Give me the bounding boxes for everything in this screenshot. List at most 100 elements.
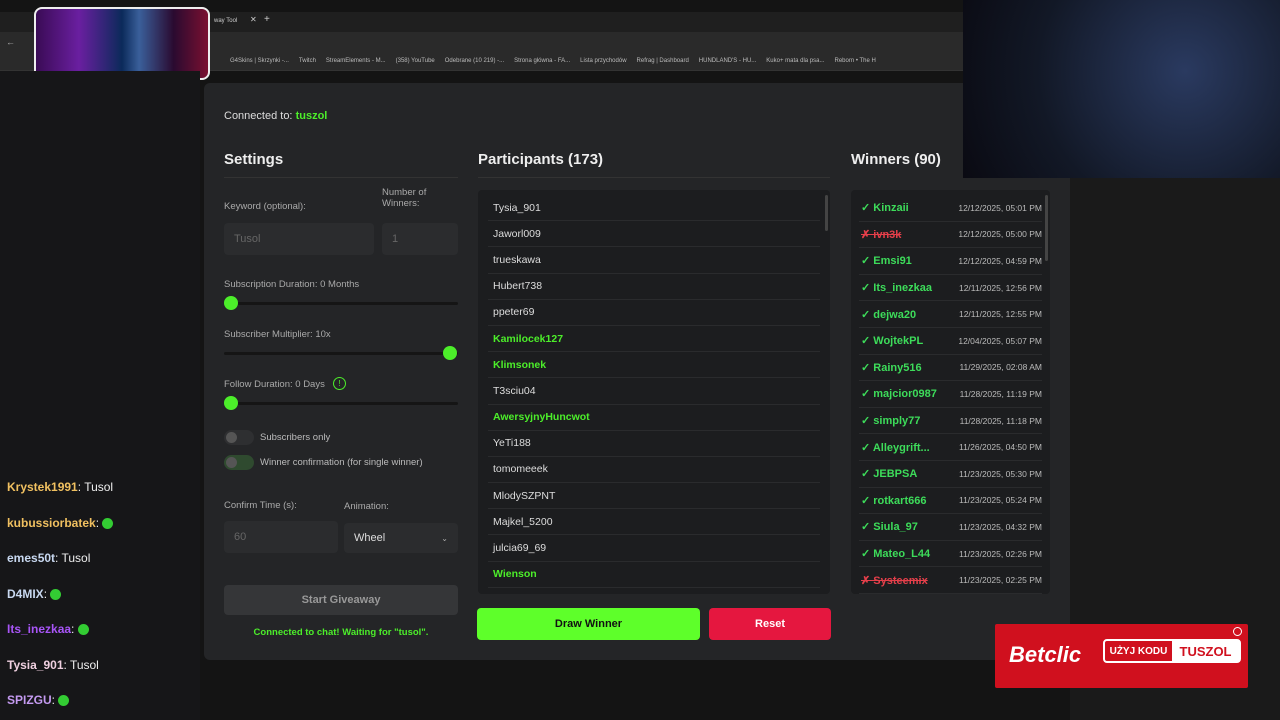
bookmark[interactable]: Refrag | Dashboard: [636, 58, 689, 64]
slider-handle[interactable]: [443, 346, 457, 360]
address-bar[interactable]: ←: [0, 32, 963, 52]
slider-handle[interactable]: [224, 396, 238, 410]
bookmark[interactable]: (358) YouTube: [395, 58, 435, 64]
winner-row[interactable]: ✓ Siula_97 11/23/2025, 04:32 PM: [859, 514, 1042, 541]
keyword-label: Keyword (optional):: [224, 201, 306, 212]
chat-separator: :: [55, 551, 62, 565]
keyword-input[interactable]: Tusol: [224, 223, 374, 255]
chat-text: Tusol: [61, 551, 91, 565]
winner-name: ✓ Emsi91: [861, 255, 912, 268]
sub-duration-slider[interactable]: [224, 302, 458, 305]
connection-status: Connected to: tuszol: [224, 110, 327, 122]
subscribers-only-label: Subscribers only: [260, 432, 331, 443]
bookmark[interactable]: Odebrane (10 219) -...: [444, 58, 505, 64]
winner-row[interactable]: ✓ rotkart666 11/23/2025, 05:24 PM: [859, 488, 1042, 515]
participant-row[interactable]: Hubert738: [488, 274, 820, 300]
winner-row[interactable]: ✗ Systeemix 11/23/2025, 02:25 PM: [859, 567, 1042, 594]
chat-message: Tysia_901: Tusol: [7, 658, 99, 672]
chat-username[interactable]: emes50t: [7, 551, 56, 565]
winner-name: ✓ Alleygrift...: [861, 441, 930, 454]
participant-row[interactable]: Majkel_5200: [488, 509, 820, 536]
participant-row[interactable]: julcia69_69: [488, 535, 820, 562]
chat-username[interactable]: kubussiorbatek: [7, 515, 96, 530]
browser-tab-bar: [0, 12, 963, 32]
start-giveaway-button[interactable]: Start Giveaway: [224, 585, 458, 615]
chat-username[interactable]: Its_inezkaa: [7, 622, 72, 636]
participant-row[interactable]: Kamilocek127: [488, 326, 820, 353]
winner-row[interactable]: ✓ WojtekPL 12/04/2025, 05:07 PM: [859, 328, 1042, 355]
participant-row[interactable]: Wienson: [488, 562, 820, 588]
close-tab-icon[interactable]: ✕: [250, 15, 257, 24]
participant-row[interactable]: tomomeeek: [488, 457, 820, 484]
participant-row[interactable]: T3sciu04: [488, 378, 820, 405]
participants-list[interactable]: Tysia_901 Jaworl009 trueskawa Hubert738 ppet…: [478, 190, 830, 594]
new-tab-icon[interactable]: +: [264, 14, 270, 25]
multiplier-slider[interactable]: [224, 352, 458, 355]
participant-row[interactable]: MlodySZPNT: [488, 483, 820, 510]
winner-row[interactable]: ✓ Mateo_L44 11/23/2025, 02:26 PM: [859, 541, 1042, 568]
giveaway-app: Connected to: tuszol Settings Keyword (o…: [204, 83, 1070, 660]
winner-date: 11/23/2025, 02:25 PM: [958, 575, 1042, 586]
winner-name: ✓ JEBPSA: [861, 468, 918, 481]
settings-title: Settings: [224, 151, 284, 168]
draw-winner-button[interactable]: Draw Winner: [477, 608, 700, 640]
winner-row[interactable]: ✓ Kinzaii 12/12/2025, 05:01 PM: [859, 195, 1042, 222]
participant-row[interactable]: Jaworl009: [488, 221, 820, 248]
chat-separator: :: [95, 515, 103, 530]
info-icon[interactable]: !: [333, 377, 346, 390]
participant-row[interactable]: YeTi188: [488, 431, 820, 457]
chat-username[interactable]: D4MIX: [7, 586, 44, 601]
confirm-time-input[interactable]: 60: [224, 521, 338, 553]
subscribers-only-toggle[interactable]: [224, 430, 254, 445]
wheel-animation-preview: [34, 7, 210, 80]
winner-row[interactable]: ✓ Alleygrift... 11/26/2025, 04:50 PM: [859, 434, 1042, 461]
winner-row[interactable]: ✓ dejwa20 12/11/2025, 12:55 PM: [859, 301, 1042, 328]
chat-overlay: Krystek1991: Tusol kubussiorbatek: emes50…: [0, 71, 200, 720]
winners-title: Winners (90): [851, 151, 941, 168]
back-icon[interactable]: ←: [6, 37, 15, 47]
winner-date: 11/28/2025, 11:18 PM: [959, 415, 1042, 426]
follow-duration-slider[interactable]: [224, 402, 458, 405]
betclic-ad-banner: Betclic UŻYJ KODU TUSZOL: [995, 624, 1248, 688]
winner-row[interactable]: ✓ Emsi91 12/12/2025, 04:59 PM: [859, 248, 1042, 275]
winners-list[interactable]: ✓ Kinzaii 12/12/2025, 05:01 PM ✗ ivn3k 12/1…: [851, 190, 1050, 594]
winner-confirmation-label: Winner confirmation (for single winner): [260, 457, 423, 468]
winner-row[interactable]: ✓ Its_inezkaa 12/11/2025, 12:56 PM: [859, 275, 1042, 302]
chat-username[interactable]: Tysia_901: [7, 657, 64, 672]
chat-username[interactable]: Krystek1991: [7, 480, 78, 494]
winner-row[interactable]: ✓ Rainy516 11/29/2025, 02:08 AM: [859, 355, 1042, 382]
follow-duration-label: Follow Duration: 0 Days: [224, 379, 325, 390]
scrollbar[interactable]: [1045, 195, 1048, 261]
browser-tab-title[interactable]: way Tool: [214, 18, 238, 24]
bookmark[interactable]: G4Skins | Skrzynki -...: [230, 58, 289, 64]
participant-row[interactable]: AwersyjnyHuncwot: [488, 405, 820, 431]
bookmark[interactable]: Reborn • The H: [834, 58, 876, 64]
participant-row[interactable]: Tysia_901: [488, 195, 820, 222]
promo-code-box: UŻYJ KODU TUSZOL: [1103, 639, 1241, 663]
winner-date: 12/12/2025, 05:00 PM: [958, 229, 1042, 240]
bookmark[interactable]: Kuko+ mata dla psa...: [766, 58, 825, 64]
winner-confirmation-toggle[interactable]: [224, 455, 254, 470]
bookmark[interactable]: Twitch: [298, 58, 316, 64]
scrollbar[interactable]: [825, 195, 828, 231]
participant-row[interactable]: Klimsonek: [488, 352, 820, 379]
winner-name: ✓ dejwa20: [861, 308, 917, 321]
winner-row[interactable]: ✓ simply77 11/28/2025, 11:18 PM: [859, 408, 1042, 435]
winners-count-input[interactable]: 1: [382, 223, 458, 255]
bookmark[interactable]: Strona główna - FA...: [514, 58, 571, 64]
winner-row[interactable]: ✓ JEBPSA 11/23/2025, 05:30 PM: [859, 461, 1042, 488]
winner-date: 11/23/2025, 05:24 PM: [958, 495, 1042, 506]
slider-handle[interactable]: [224, 296, 238, 310]
participant-row[interactable]: trueskawa: [488, 247, 820, 274]
bookmark[interactable]: Lista przychodów: [580, 58, 627, 64]
winner-row[interactable]: ✓ majcior0987 11/28/2025, 11:19 PM: [859, 381, 1042, 408]
bookmark[interactable]: HUNDLAND'S - HU...: [698, 58, 757, 64]
chat-username[interactable]: SPIZGU: [7, 693, 52, 707]
winner-row[interactable]: ✗ ivn3k 12/12/2025, 05:00 PM: [859, 222, 1042, 249]
emote-icon: [77, 624, 89, 636]
bookmark[interactable]: StreamElements - M...: [325, 58, 386, 64]
animation-select[interactable]: Wheel ⌄: [344, 523, 458, 553]
reset-button[interactable]: Reset: [709, 608, 831, 640]
participant-row[interactable]: ppeter69: [488, 300, 820, 326]
emote-icon: [50, 588, 62, 600]
